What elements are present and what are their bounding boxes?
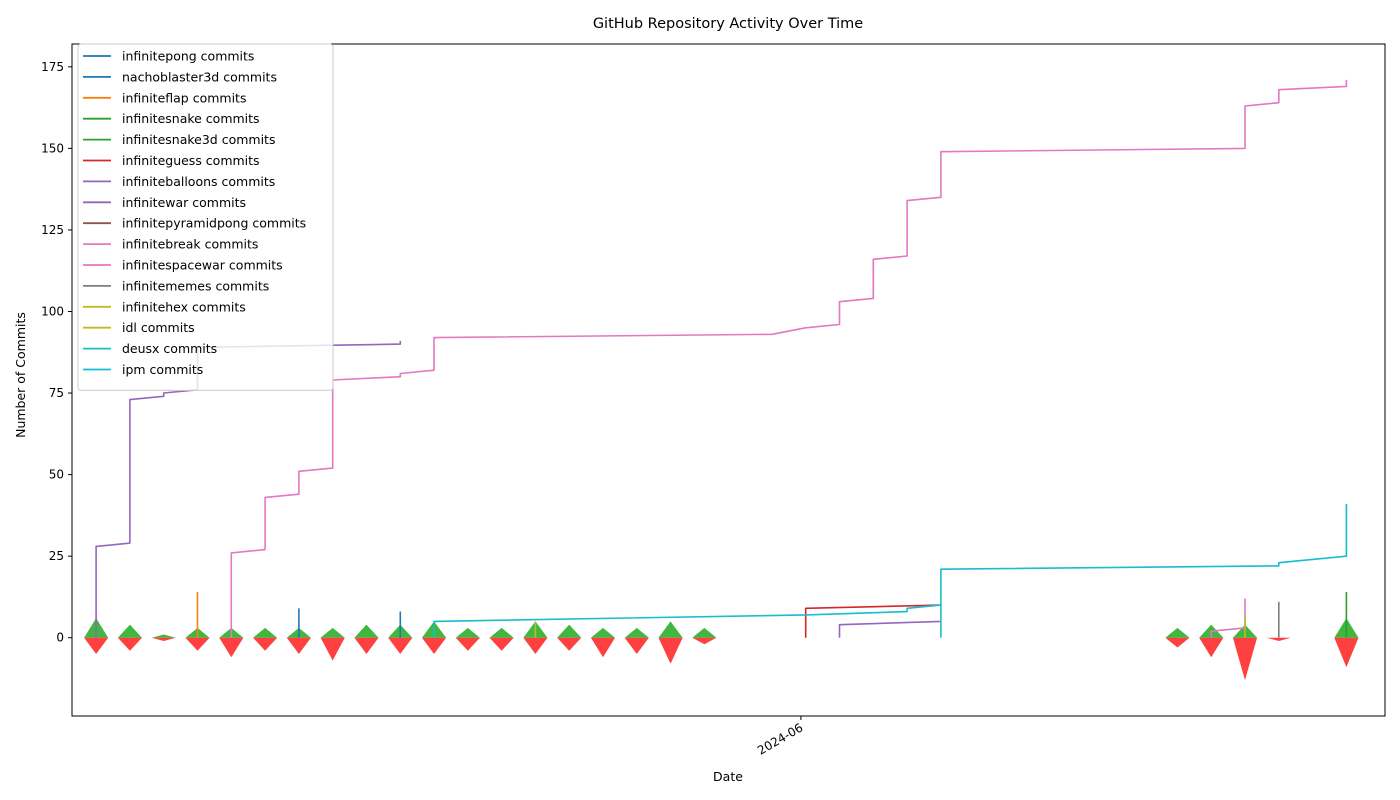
legend-label: infinitememes commits	[122, 278, 269, 293]
weekly-deletions-bar	[219, 637, 244, 658]
weekly-deletions-bar	[388, 637, 413, 655]
legend-label: nachoblaster3d commits	[122, 69, 277, 84]
weekly-deletions-bar	[286, 637, 311, 655]
legend-label: infinitewar commits	[122, 195, 246, 210]
plot-frame	[71, 43, 1386, 717]
legend-label: infinitebreak commits	[122, 237, 258, 252]
legend-box	[77, 43, 334, 391]
series-line-5	[804, 604, 941, 638]
y-axis-label: Number of Commits	[13, 312, 28, 438]
weekly-deletions-bar	[692, 637, 717, 645]
legend-label: infinitepong commits	[122, 49, 254, 64]
weekly-additions-bar	[151, 634, 176, 638]
weekly-deletions-bar	[523, 637, 548, 655]
series-line-10	[1210, 598, 1246, 638]
y-tick-label: 75	[49, 386, 64, 400]
legend-label: infinitesnake3d commits	[122, 132, 275, 147]
legend-label: infinitehex commits	[122, 299, 246, 314]
y-tick-label: 125	[41, 223, 64, 237]
weekly-additions-bar	[624, 627, 649, 638]
weekly-deletions-bar	[658, 637, 683, 664]
weekly-deletions-bar	[1232, 637, 1258, 681]
weekly-additions-bar	[489, 627, 514, 638]
weekly-deletions-bar	[557, 637, 582, 651]
weekly-deletions-bar	[151, 637, 176, 641]
y-tick-label: 150	[41, 141, 64, 155]
series-line-7	[838, 620, 941, 638]
weekly-additions-bar	[590, 627, 616, 638]
y-tick-label: 25	[49, 549, 64, 563]
weekly-additions-bar	[253, 627, 278, 638]
weekly-additions-bar	[320, 627, 345, 638]
y-tick-label: 175	[41, 60, 64, 74]
weekly-additions-bar	[1165, 627, 1190, 638]
weekly-deletions-bar	[590, 637, 616, 658]
legend-label: deusx commits	[122, 341, 217, 356]
legend-label: infiniteguess commits	[122, 153, 260, 168]
legend-label: ipm commits	[122, 362, 203, 377]
weekly-additions-bar	[692, 627, 717, 638]
legend-label: infinitespacewar commits	[122, 258, 283, 273]
weekly-additions-bar	[658, 621, 683, 638]
weekly-deletions-bar	[1334, 637, 1359, 668]
x-axis-label: Date	[713, 769, 743, 784]
legend-label: infinitesnake commits	[122, 111, 260, 126]
weekly-deletions-bar	[320, 637, 345, 661]
legend-label: infiniteballoons commits	[122, 174, 275, 189]
weekly-deletions-bar	[84, 637, 109, 655]
weekly-deletions-bar	[455, 637, 480, 651]
weekly-additions-bar	[117, 624, 142, 638]
weekly-deletions-bar	[253, 637, 278, 651]
legend: infinitepong commits nachoblaster3d commi…	[77, 43, 334, 391]
weekly-additions-bar	[455, 627, 480, 638]
legend-label: infinitepyramidpong commits	[122, 216, 306, 231]
chart-title: GitHub Repository Activity Over Time	[593, 16, 863, 32]
weekly-deletions-bar	[421, 637, 447, 655]
legend-label: idl commits	[122, 320, 195, 335]
weekly-deletions-bar	[185, 637, 210, 651]
series-line-9	[230, 79, 1348, 638]
weekly-deletions-bar	[117, 637, 142, 651]
weekly-deletions-bar	[624, 637, 649, 655]
y-tick-label: 0	[56, 631, 64, 645]
weekly-deletions-bar	[1199, 637, 1224, 658]
y-axis: 0 25 50 75 100 125 150 175	[41, 60, 72, 645]
weekly-additions-bar	[354, 624, 379, 638]
y-tick-label: 50	[49, 468, 64, 482]
y-tick-label: 100	[41, 304, 64, 318]
weekly-bars-layer	[84, 618, 1359, 681]
weekly-deletions-bar	[354, 637, 379, 655]
weekly-deletions-bar	[489, 637, 514, 651]
legend-label: infiniteflap commits	[122, 90, 246, 105]
weekly-additions-bar	[557, 624, 582, 638]
weekly-deletions-bar	[1266, 637, 1291, 641]
weekly-deletions-bar	[1165, 637, 1190, 648]
